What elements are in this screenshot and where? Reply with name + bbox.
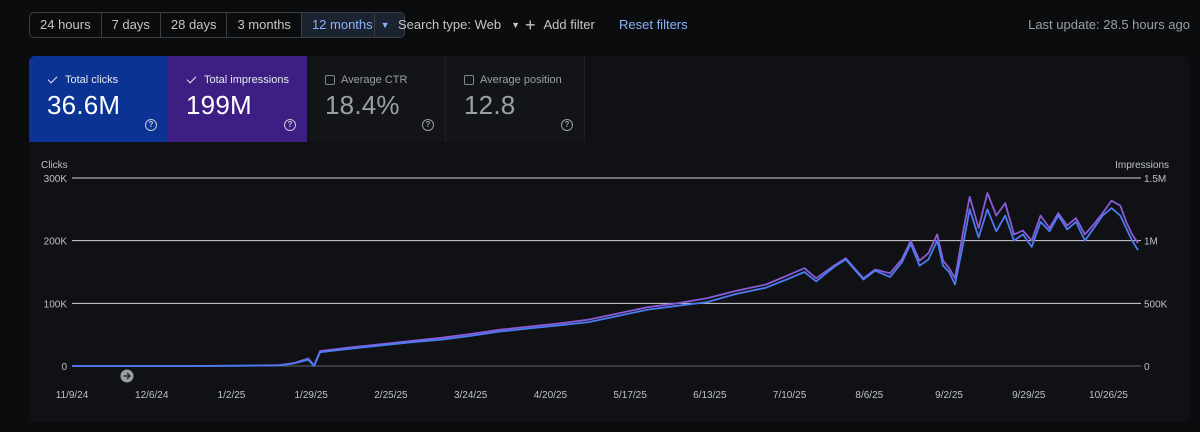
add-filter-button[interactable]: + Add filter <box>525 12 595 38</box>
x-tick-label: 11/9/24 <box>56 390 89 401</box>
date-range-selector: 24 hours 7 days 28 days 3 months 12 mont… <box>29 12 405 38</box>
average-position-label: Average position <box>480 74 562 86</box>
total-clicks-label: Total clicks <box>65 74 119 86</box>
x-tick-label: 7/10/25 <box>773 390 807 401</box>
average-ctr-card[interactable]: Average CTR 18.4% ? <box>307 56 446 142</box>
range-12-months-label: 12 months <box>311 17 373 32</box>
average-position-card[interactable]: Average position 12.8 ? <box>446 56 585 142</box>
range-24-hours-button[interactable]: 24 hours <box>30 13 102 37</box>
search-type-label: Search type: Web <box>398 17 502 32</box>
checkbox-icon <box>325 75 335 85</box>
last-update-text: Last update: 28.5 hours ago <box>1028 17 1190 32</box>
help-icon[interactable]: ? <box>422 119 434 131</box>
right-tick-label: 1M <box>1144 237 1158 248</box>
reset-filters-link[interactable]: Reset filters <box>619 17 688 32</box>
metric-cards: Total clicks 36.6M ? Total impressions 1… <box>29 56 585 142</box>
average-position-value: 12.8 <box>464 90 516 120</box>
checkbox-icon <box>464 75 474 85</box>
clicks-series-line <box>72 207 1139 367</box>
x-tick-label: 4/20/25 <box>534 390 568 401</box>
average-ctr-value: 18.4% <box>325 90 400 120</box>
total-impressions-label: Total impressions <box>204 74 289 86</box>
plus-icon: + <box>525 15 536 35</box>
total-clicks-value: 36.6M <box>47 90 121 120</box>
range-28-days-button[interactable]: 28 days <box>161 13 228 37</box>
total-impressions-card[interactable]: Total impressions 199M ? <box>168 56 307 142</box>
right-tick-label: 500K <box>1144 299 1168 310</box>
help-icon[interactable]: ? <box>284 119 296 131</box>
range-3-months-button[interactable]: 3 months <box>227 13 302 37</box>
performance-chart: Clicks Impressions 0 0 100K 500K 200K 1M 300K 1.5… <box>41 160 1169 401</box>
x-tick-label: 1/2/25 <box>218 390 246 401</box>
performance-panel: Total clicks 36.6M ? Total impressions 1… <box>29 56 1189 422</box>
x-tick-label: 3/24/25 <box>454 390 488 401</box>
x-tick-label: 10/26/25 <box>1089 390 1128 401</box>
left-tick-label: 200K <box>44 237 68 248</box>
range-12-months-dropdown[interactable]: 12 months ▼ <box>301 13 404 37</box>
x-tick-label: 9/2/25 <box>935 390 963 401</box>
help-icon[interactable]: ? <box>561 119 573 131</box>
x-tick-label: 8/6/25 <box>855 390 883 401</box>
x-tick-label: 6/13/25 <box>693 390 727 401</box>
x-tick-label: 12/6/24 <box>135 390 169 401</box>
add-filter-label: Add filter <box>543 17 595 32</box>
toolbar: 24 hours 7 days 28 days 3 months 12 mont… <box>29 12 1190 38</box>
left-tick-label: 100K <box>44 299 68 310</box>
total-impressions-value: 199M <box>186 90 252 120</box>
caret-down-icon: ▼ <box>511 20 521 30</box>
toolbar-divider <box>374 14 375 36</box>
arrow-icon <box>123 372 131 380</box>
x-tick-label: 5/17/25 <box>613 390 647 401</box>
left-tick-label: 300K <box>44 174 68 185</box>
impressions-axis-title: Impressions <box>1115 160 1169 171</box>
clicks-axis-title: Clicks <box>41 160 68 171</box>
impressions-series-line <box>72 192 1139 367</box>
average-ctr-label: Average CTR <box>341 74 408 86</box>
total-clicks-card[interactable]: Total clicks 36.6M ? <box>29 56 168 142</box>
caret-down-icon: ▼ <box>380 20 390 30</box>
x-tick-label: 9/29/25 <box>1012 390 1046 401</box>
right-tick-label: 0 <box>1144 362 1150 373</box>
x-tick-label: 1/29/25 <box>295 390 329 401</box>
search-type-dropdown[interactable]: Search type: Web ▼ <box>398 12 520 38</box>
help-icon[interactable]: ? <box>145 119 157 131</box>
right-tick-label: 1.5M <box>1144 174 1166 185</box>
left-tick-label: 0 <box>61 362 67 373</box>
x-tick-label: 2/25/25 <box>374 390 408 401</box>
range-7-days-button[interactable]: 7 days <box>102 13 161 37</box>
